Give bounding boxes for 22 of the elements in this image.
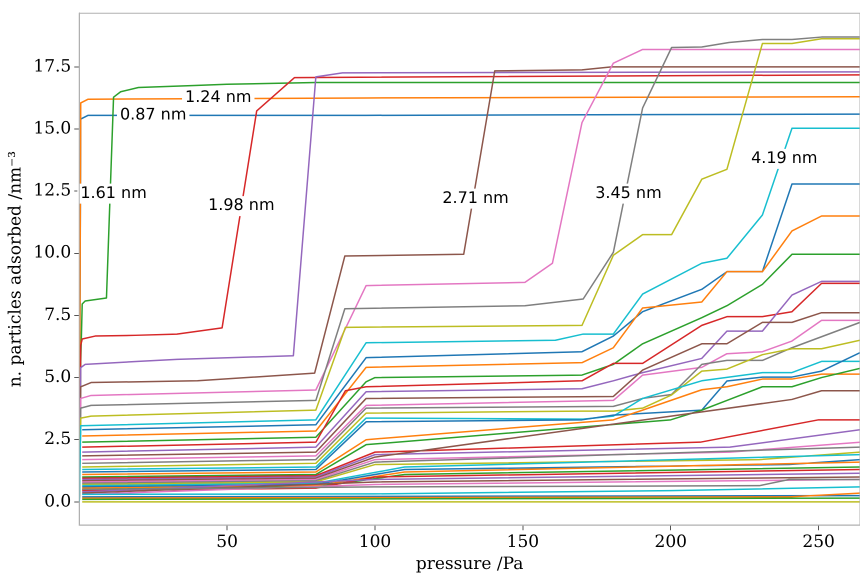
annotation: 1.61 nm — [80, 182, 147, 202]
x-tick-label: 50 — [216, 532, 238, 552]
y-tick-label: 10.0 — [33, 242, 72, 263]
annotation: 1.24 nm — [185, 87, 252, 106]
y-axis-title: n. particles adsorbed /nm⁻³ — [6, 151, 26, 388]
x-tick-label: 200 — [654, 532, 687, 552]
y-tick-label: 5.0 — [44, 366, 72, 387]
x-tick-label: 250 — [802, 532, 835, 552]
y-tick-label: 0.0 — [44, 491, 72, 512]
x-tick-label: 150 — [506, 532, 540, 552]
x-tick-label: 100 — [358, 532, 392, 552]
y-tick-label: 15.0 — [33, 118, 72, 138]
y-tick-label: 12.5 — [33, 180, 72, 201]
annotation: 2.71 nm — [442, 188, 509, 207]
y-tick-label: 7.5 — [44, 304, 72, 325]
x-axis-title: pressure /Pa — [416, 554, 524, 574]
annotation: 1.98 nm — [208, 195, 275, 214]
y-tick-label: 2.5 — [44, 429, 72, 450]
annotation: 0.87 nm — [120, 104, 186, 124]
annotation: 4.19 nm — [751, 148, 818, 168]
annotation: 3.45 nm — [595, 182, 662, 202]
y-tick-label: 17.5 — [33, 56, 72, 76]
